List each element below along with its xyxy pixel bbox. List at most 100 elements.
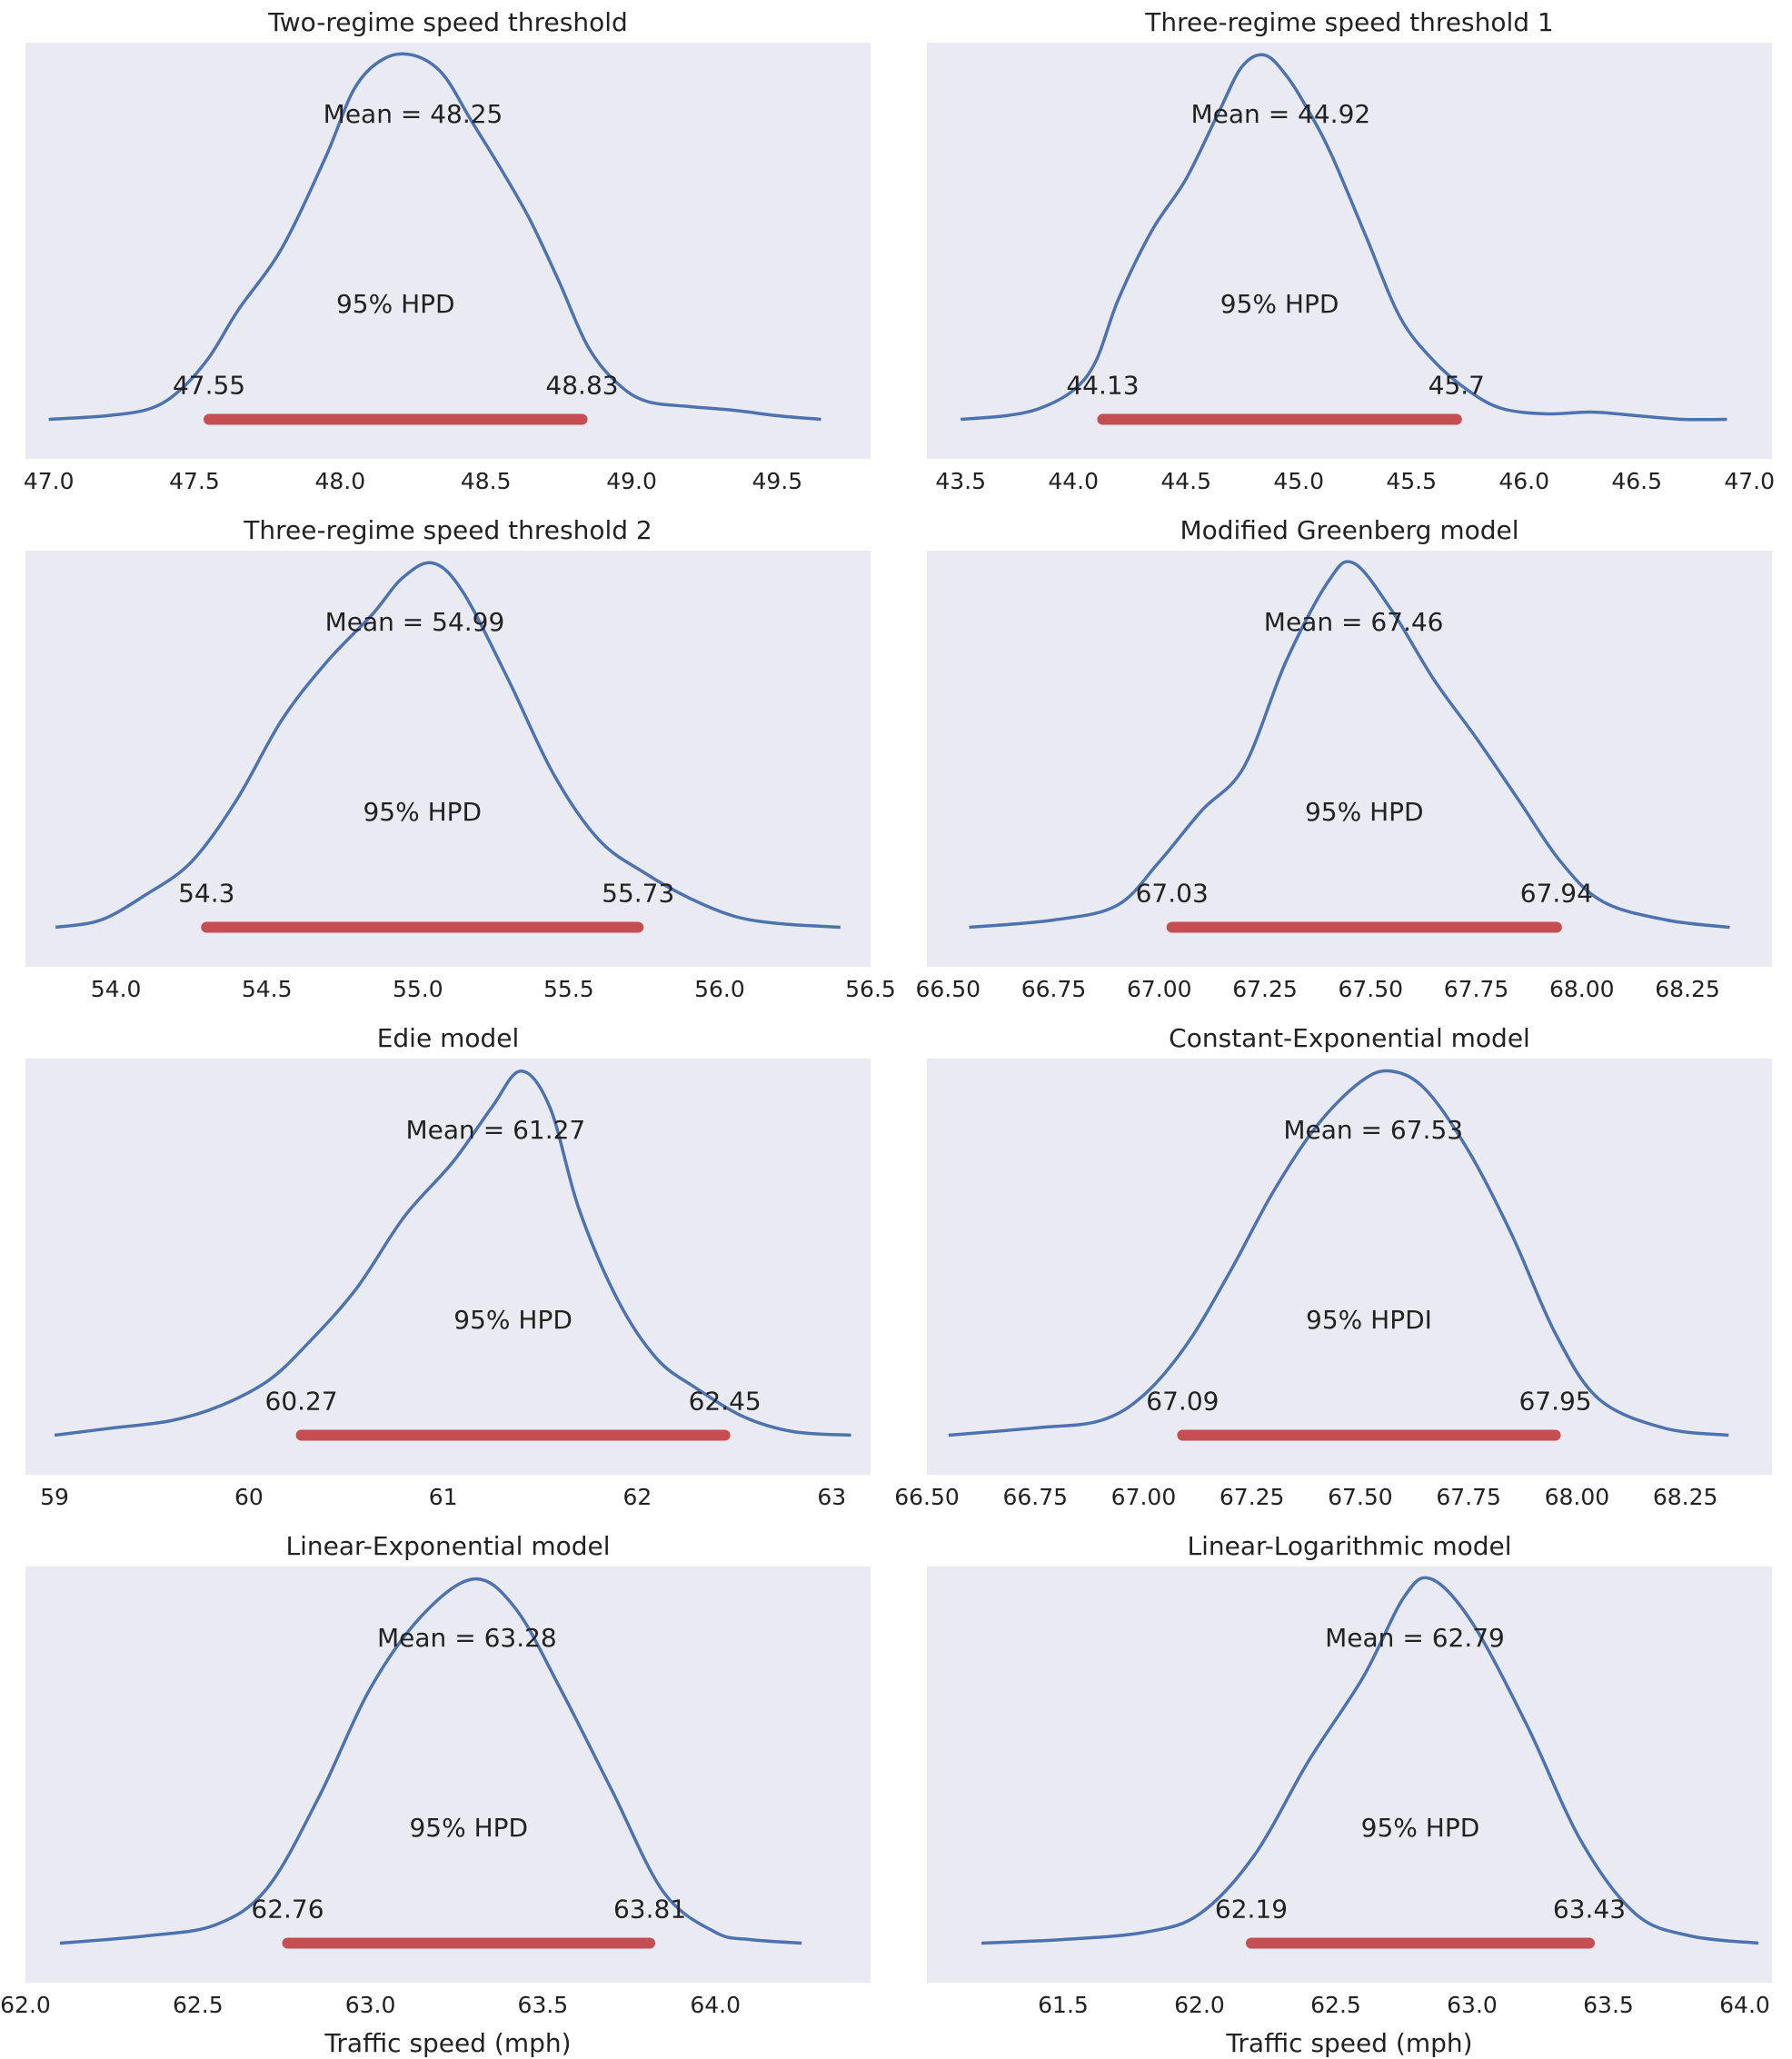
hpd-upper-label: 63.81 xyxy=(613,1894,686,1924)
x-tick-label: 46.5 xyxy=(1611,468,1662,494)
density-curve xyxy=(48,52,821,422)
x-tick-label: 61.5 xyxy=(1038,1992,1089,2018)
x-axis-label: Traffic speed (mph) xyxy=(324,2028,571,2058)
subplot-title: Three-regime speed threshold 1 xyxy=(1144,7,1553,37)
x-tick-label: 67.75 xyxy=(1444,976,1509,1002)
x-tick-label: 45.5 xyxy=(1386,468,1437,494)
x-tick-label: 66.50 xyxy=(894,1484,960,1510)
hpd-upper-label: 48.83 xyxy=(545,370,618,400)
x-tick-label: 54.5 xyxy=(242,976,293,1002)
x-tick-label: 67.75 xyxy=(1436,1484,1501,1510)
plot-background xyxy=(25,1059,871,1475)
plot-background xyxy=(927,551,1772,967)
x-tick-label: 62 xyxy=(623,1484,652,1510)
mean-label: Mean = 67.46 xyxy=(1264,607,1444,637)
x-tick-label: 67.00 xyxy=(1127,976,1192,1002)
x-tick-label: 66.75 xyxy=(1021,976,1087,1002)
hpd-lower-label: 44.13 xyxy=(1066,370,1139,400)
hpd-label: 95% HPD xyxy=(1220,289,1339,319)
density-curve xyxy=(59,1577,802,1945)
mean-label: Mean = 44.92 xyxy=(1191,99,1371,129)
x-tick-label: 47.0 xyxy=(1724,468,1775,494)
x-tick-label: 68.25 xyxy=(1653,1484,1718,1510)
plot-background xyxy=(927,1567,1772,1983)
x-tick-label: 61 xyxy=(429,1484,458,1510)
subplot-1: Two-regime speed threshold 47.0 47.5 48.0 48… xyxy=(24,7,871,494)
mean-label: Mean = 61.27 xyxy=(406,1115,586,1145)
x-tick-label: 62.5 xyxy=(173,1992,224,2018)
hpd-label: 95% HPD xyxy=(409,1813,528,1843)
x-tick-label: 43.5 xyxy=(935,468,986,494)
hpd-lower-label: 60.27 xyxy=(265,1386,338,1416)
x-tick-label: 49.5 xyxy=(752,468,803,494)
mean-label: Mean = 63.28 xyxy=(377,1623,557,1653)
x-tick-label: 66.75 xyxy=(1002,1484,1068,1510)
x-tick-label: 47.5 xyxy=(169,468,220,494)
x-tick-label: 56.0 xyxy=(694,976,745,1002)
mean-label: Mean = 62.79 xyxy=(1325,1623,1505,1653)
density-curve xyxy=(969,560,1730,930)
density-curve xyxy=(55,561,841,930)
hpd-lower-label: 62.19 xyxy=(1215,1894,1288,1924)
mean-label: Mean = 67.53 xyxy=(1283,1115,1463,1145)
x-tick-label: 67.50 xyxy=(1328,1484,1393,1510)
density-curve xyxy=(54,1069,851,1437)
hpd-upper-label: 62.45 xyxy=(689,1386,762,1416)
subplot-8: Linear-Logarithmic model 61.5 62.0 62.5 63.0… xyxy=(927,1531,1772,2058)
x-tick-label: 64.0 xyxy=(1719,1992,1770,2018)
mean-label: Mean = 54.99 xyxy=(325,607,505,637)
hpd-label: 95% HPD xyxy=(453,1305,572,1335)
subplot-title: Linear-Logarithmic model xyxy=(1187,1531,1511,1561)
subplot-title: Three-regime speed threshold 2 xyxy=(243,515,652,545)
x-tick-label: 67.25 xyxy=(1220,1484,1285,1510)
hpd-label: 95% HPD xyxy=(336,289,455,319)
x-tick-label: 48.0 xyxy=(315,468,366,494)
plot-background xyxy=(25,1567,871,1983)
x-tick-label: 67.25 xyxy=(1232,976,1298,1002)
x-tick-label: 54.0 xyxy=(91,976,142,1002)
hpd-label: 95% HPD xyxy=(363,797,482,827)
x-tick-label: 68.25 xyxy=(1655,976,1720,1002)
x-tick-label: 49.0 xyxy=(606,468,657,494)
x-tick-label: 44.0 xyxy=(1048,468,1099,494)
x-axis-label: Traffic speed (mph) xyxy=(1225,2028,1472,2058)
subplot-title: Modified Greenberg model xyxy=(1180,515,1518,545)
subplot-title: Edie model xyxy=(377,1023,520,1053)
x-tick-label: 56.5 xyxy=(845,976,896,1002)
x-tick-label: 47.0 xyxy=(24,468,75,494)
x-tick-label: 63.0 xyxy=(1447,1992,1498,2018)
hpd-upper-label: 67.94 xyxy=(1520,878,1593,908)
hpd-lower-label: 62.76 xyxy=(251,1894,324,1924)
plot-background xyxy=(25,551,871,967)
x-tick-label: 59 xyxy=(40,1484,69,1510)
x-tick-label: 55.0 xyxy=(393,976,443,1002)
subplot-2: Three-regime speed threshold 1 43.5 44.0 44… xyxy=(927,7,1775,494)
hpd-upper-label: 45.7 xyxy=(1429,370,1485,400)
hpd-label: 95% HPD xyxy=(1361,1813,1480,1843)
subplot-4: Modified Greenberg model 66.50 66.75 67.00 6… xyxy=(915,515,1772,1002)
density-curve xyxy=(981,1576,1759,1945)
x-tick-label: 63.5 xyxy=(1583,1992,1634,2018)
x-tick-label: 60 xyxy=(234,1484,264,1510)
subplot-title: Two-regime speed threshold xyxy=(267,7,628,37)
x-tick-label: 45.0 xyxy=(1273,468,1324,494)
plot-background xyxy=(25,43,871,459)
hpd-lower-label: 67.03 xyxy=(1136,878,1209,908)
subplot-3: Three-regime speed threshold 2 54.0 54.5 55… xyxy=(25,515,896,1002)
density-curve xyxy=(948,1069,1729,1437)
subplot-title: Linear-Exponential model xyxy=(286,1531,611,1561)
x-tick-label: 63 xyxy=(817,1484,846,1510)
x-tick-label: 67.00 xyxy=(1111,1484,1177,1510)
x-tick-label: 64.0 xyxy=(690,1992,741,2018)
hpd-upper-label: 55.73 xyxy=(602,878,674,908)
x-tick-label: 55.5 xyxy=(543,976,594,1002)
density-curve xyxy=(961,53,1727,422)
x-tick-label: 68.00 xyxy=(1549,976,1615,1002)
x-tick-label: 63.0 xyxy=(345,1992,396,2018)
x-tick-label: 62.0 xyxy=(1174,1992,1225,2018)
plot-background xyxy=(927,43,1772,459)
subplot-7: Linear-Exponential model 62.0 62.5 63.0 63.5… xyxy=(0,1531,871,2058)
mean-label: Mean = 48.25 xyxy=(324,99,503,129)
subplot-title: Constant-Exponential model xyxy=(1169,1023,1530,1053)
hpd-upper-label: 63.43 xyxy=(1553,1894,1626,1924)
